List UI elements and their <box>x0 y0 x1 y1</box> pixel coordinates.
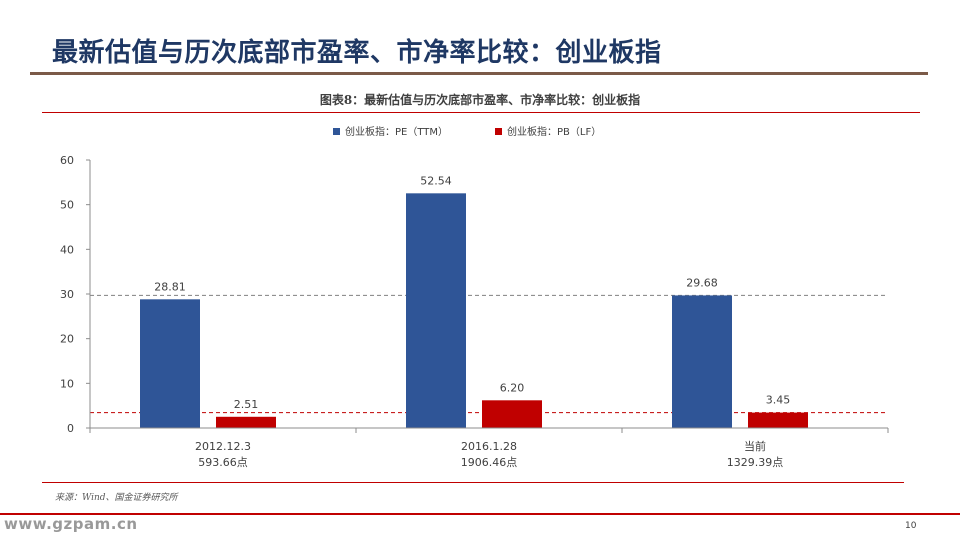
bar <box>482 400 542 428</box>
bar <box>216 416 276 428</box>
caption-divider <box>42 112 920 113</box>
y-tick-label: 10 <box>60 377 74 390</box>
page-number: 10 <box>905 521 917 531</box>
data-label: 3.45 <box>766 394 791 407</box>
data-label: 29.68 <box>686 276 718 289</box>
chart-legend: 创业板指：PE（TTM） 创业板指：PB（LF） <box>333 125 601 138</box>
title-divider <box>30 72 928 75</box>
x-tick-sublabel: 1329.39点 <box>727 456 784 469</box>
x-tick-label: 2016.1.28 <box>461 440 517 453</box>
y-tick-label: 60 <box>60 154 74 167</box>
bar <box>406 193 466 428</box>
bar <box>748 412 808 428</box>
data-label: 6.20 <box>500 381 525 394</box>
data-label: 2.51 <box>234 398 259 411</box>
bar-series: 28.81 52.54 29.68 2.51 6.20 3.45 <box>140 174 808 428</box>
source-divider <box>42 482 904 483</box>
footer-divider <box>0 513 960 515</box>
data-label: 28.81 <box>154 280 186 293</box>
watermark-logo: www.gzpam.cn <box>4 515 138 533</box>
slide-title: 最新估值与历次底部市盈率、市净率比较：创业板指 <box>52 38 662 68</box>
y-tick-label: 0 <box>67 422 74 435</box>
y-tick-label: 40 <box>60 243 74 256</box>
y-tick-label: 50 <box>60 199 74 212</box>
legend-swatch <box>495 128 502 135</box>
x-tick-sublabel: 593.66点 <box>198 456 248 469</box>
x-tick-label: 当前 <box>744 439 766 453</box>
bar <box>140 299 200 428</box>
legend-swatch <box>333 128 340 135</box>
y-tick-label: 30 <box>60 288 74 301</box>
x-tick-sublabel: 1906.46点 <box>461 456 518 469</box>
y-tick-label: 20 <box>60 333 74 346</box>
bar-chart: 创业板指：PE（TTM） 创业板指：PB（LF） 28.8152.5429.682… <box>60 125 889 469</box>
data-label: 52.54 <box>420 174 452 187</box>
legend-label: 创业板指：PB（LF） <box>507 125 601 138</box>
chart-caption: 图表8：最新估值与历次底部市盈率、市净率比较：创业板指 <box>319 93 641 107</box>
x-tick-label: 2012.12.3 <box>195 440 251 453</box>
bar <box>672 295 732 428</box>
chart-axes: 0 10 20 30 40 50 60 2012.12.3 593.66点 2016.1.28 19… <box>60 154 889 469</box>
source-note: 来源：Wind、国金证券研究所 <box>55 493 178 503</box>
legend-label: 创业板指：PE（TTM） <box>345 125 448 138</box>
